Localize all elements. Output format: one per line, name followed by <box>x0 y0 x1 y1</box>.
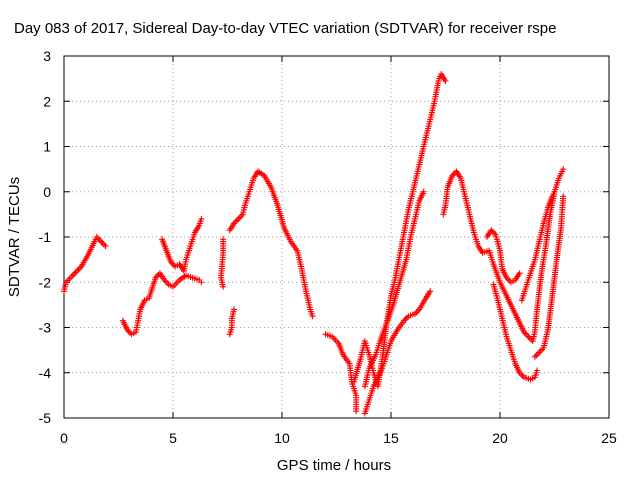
plot-frame <box>63 55 610 419</box>
data-point <box>231 306 238 313</box>
series-track-o <box>531 193 567 360</box>
data-point <box>516 270 523 277</box>
series-track-j <box>361 188 427 390</box>
data-point <box>198 215 205 222</box>
points-layer <box>61 71 567 417</box>
y-tick-label: 2 <box>43 93 51 109</box>
series-track-d <box>217 236 227 290</box>
data-point <box>71 270 78 277</box>
data-point <box>531 353 538 360</box>
data-point <box>220 283 227 290</box>
data-point <box>98 238 105 245</box>
data-point <box>74 267 81 274</box>
series-track-c <box>159 215 205 274</box>
data-point <box>560 193 567 200</box>
series-track-g <box>322 331 360 415</box>
y-tick-label: -4 <box>39 365 52 381</box>
data-point <box>99 240 106 247</box>
data-point <box>402 316 409 323</box>
data-point <box>235 215 242 222</box>
x-tick-label: 5 <box>169 430 177 446</box>
grid-layer <box>64 56 609 418</box>
data-point <box>96 237 103 244</box>
series-track-b <box>119 270 205 338</box>
data-point <box>442 77 449 84</box>
series-track-h <box>350 71 449 390</box>
data-point <box>233 217 240 224</box>
data-point <box>560 166 567 173</box>
ticks-layer: 0 5 10 15 20 25 -5 -4 -3 -2 -1 0 1 2 3 <box>39 48 617 446</box>
data-point <box>551 188 558 195</box>
y-tick-label: 3 <box>43 48 51 64</box>
x-axis-label: GPS time / hours <box>277 457 391 474</box>
series-track-n <box>518 188 558 304</box>
series-track-i <box>361 288 434 417</box>
data-point <box>100 241 107 248</box>
data-point <box>526 335 533 342</box>
data-point <box>236 214 243 221</box>
data-point <box>420 188 427 195</box>
series-track-m <box>490 281 541 383</box>
series-track-e <box>226 306 238 338</box>
data-point <box>534 350 541 357</box>
series-track-f <box>226 168 316 320</box>
x-tick-label: 10 <box>274 430 290 446</box>
data-point <box>533 352 540 359</box>
data-point <box>427 288 434 295</box>
x-tick-label: 25 <box>601 430 617 446</box>
data-point <box>536 349 543 356</box>
y-tick-label: -1 <box>39 229 52 245</box>
y-tick-label: 1 <box>43 139 51 155</box>
y-tick-label: -2 <box>39 274 52 290</box>
y-axis-label: SDTVAR / TECUs <box>6 177 23 297</box>
y-tick-label: -5 <box>39 410 52 426</box>
data-point <box>523 332 530 339</box>
x-tick-label: 15 <box>383 430 399 446</box>
data-point <box>309 313 316 320</box>
data-point <box>72 269 79 276</box>
series-track-k <box>440 166 567 345</box>
x-tick-label: 0 <box>60 430 68 446</box>
series-track-a <box>61 234 109 295</box>
data-point <box>537 347 544 354</box>
series-track-l <box>483 227 523 286</box>
data-point <box>102 243 109 250</box>
data-point <box>534 367 541 374</box>
data-point <box>75 266 82 273</box>
y-tick-label: 0 <box>43 184 51 200</box>
x-tick-label: 20 <box>492 430 508 446</box>
chart-title: Day 083 of 2017, Sidereal Day-to-day VTE… <box>14 20 556 37</box>
data-point <box>353 408 360 415</box>
data-point <box>198 279 205 286</box>
y-tick-label: -3 <box>39 320 52 336</box>
